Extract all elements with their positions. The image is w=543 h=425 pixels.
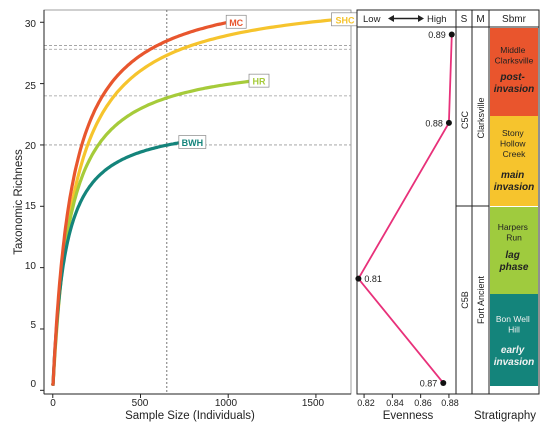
stratigraphy-panel: S M Sbmr C5C C5B Clarksville Fort Ancien… bbox=[455, 9, 540, 422]
rarefaction-y-axis: 0 5 10 15 20 25 30 bbox=[25, 10, 45, 394]
unit-stony-hollow-creek: Stony Hollow Creek main invasion bbox=[490, 116, 538, 206]
member-fort-ancient-label: Fort Ancient bbox=[476, 275, 486, 324]
svg-text:Middle Clarksville: Middle Clarksville bbox=[495, 45, 534, 66]
evenness-tick-0.84: 0.84 bbox=[386, 398, 404, 408]
evenness-x-axis: 0.82 0.84 0.86 0.88 bbox=[357, 398, 459, 408]
unit-label-line: Creek bbox=[503, 149, 526, 159]
evenness-x-axis-label: Evenness bbox=[383, 410, 434, 422]
sequence-c5b-label: C5B bbox=[460, 291, 470, 309]
unit-harpers-run: Harpers Run lag phase bbox=[490, 207, 538, 294]
evenness-line bbox=[357, 34, 453, 384]
y-tick-label-5: 5 bbox=[30, 320, 36, 331]
unit-label-line: Hill bbox=[508, 325, 520, 335]
x-tick-label-1500: 1500 bbox=[302, 398, 325, 409]
svg-text:SHC: SHC bbox=[335, 15, 355, 25]
unit-phase-line: post- bbox=[499, 72, 525, 83]
svg-text:main invasion: main invasion bbox=[494, 170, 535, 193]
svg-text:post- invasion: post- invasion bbox=[494, 72, 535, 95]
unit-phase-line: main bbox=[501, 170, 524, 181]
stratigraphy-x-axis-label: Stratigraphy bbox=[474, 410, 536, 422]
column-header-sbmr: Sbmr bbox=[502, 14, 527, 25]
evenness-tick-0.82: 0.82 bbox=[357, 398, 375, 408]
unit-phase-line: lag bbox=[505, 250, 519, 261]
svg-text:MC: MC bbox=[229, 18, 243, 28]
series-label-hr: HR bbox=[248, 73, 270, 88]
rarefaction-x-axis: 0 500 1000 1500 bbox=[44, 393, 351, 409]
evenness-panel: Low High 0.89 0.88 0.81 0.87 0.82 0.84 0.86… bbox=[355, 9, 459, 422]
svg-text:lag phase: lag phase bbox=[499, 250, 529, 273]
svg-text:HR: HR bbox=[253, 77, 266, 87]
series-label-shc: SHC bbox=[331, 12, 359, 27]
svg-text:Bon Well Hill: Bon Well Hill bbox=[496, 314, 532, 335]
curve-mc bbox=[51, 20, 230, 386]
evenness-point-label: 0.87 bbox=[420, 378, 438, 388]
svg-text:BWH: BWH bbox=[182, 138, 204, 148]
sequence-c5c-label: C5C bbox=[460, 111, 470, 130]
x-tick-label-500: 500 bbox=[132, 398, 149, 409]
evenness-header-high: High bbox=[427, 14, 447, 25]
x-tick-label-1000: 1000 bbox=[215, 398, 238, 409]
unit-label-line: Middle bbox=[500, 45, 525, 55]
unit-label-line: Hollow bbox=[500, 139, 526, 149]
evenness-point-label: 0.88 bbox=[425, 118, 443, 128]
evenness-tick-0.88: 0.88 bbox=[441, 398, 459, 408]
member-clarksville-label: Clarksville bbox=[476, 97, 486, 138]
evenness-point bbox=[355, 275, 362, 282]
y-tick-label-0: 0 bbox=[30, 379, 36, 390]
double-arrow-icon bbox=[388, 15, 424, 22]
rarefaction-reference-lines bbox=[44, 10, 351, 394]
unit-phase-line: invasion bbox=[494, 84, 535, 95]
column-header-m: M bbox=[476, 14, 484, 25]
rarefaction-curves: SHC HR BWH MC bbox=[51, 12, 359, 386]
y-tick-label-10: 10 bbox=[25, 261, 37, 272]
evenness-point bbox=[440, 379, 447, 386]
x-tick-label-0: 0 bbox=[50, 398, 56, 409]
evenness-tick-0.86: 0.86 bbox=[414, 398, 432, 408]
svg-text:Harpers Run: Harpers Run bbox=[498, 222, 531, 243]
series-label-mc: MC bbox=[225, 14, 247, 29]
y-tick-label-15: 15 bbox=[25, 201, 37, 212]
svg-text:Stony Hollow C: Stony Hollow Creek bbox=[500, 128, 528, 159]
unit-label-line: Clarksville bbox=[495, 56, 534, 66]
y-tick-label-30: 30 bbox=[25, 19, 37, 30]
unit-phase-line: invasion bbox=[494, 357, 535, 368]
evenness-point-label: 0.89 bbox=[428, 30, 446, 40]
unit-label-line: Run bbox=[506, 233, 522, 243]
unit-label-line: Harpers bbox=[498, 222, 528, 232]
unit-label-line: Bon Well bbox=[496, 314, 530, 324]
unit-phase-line: early bbox=[501, 345, 525, 356]
rarefaction-y-axis-label: Taxonomic Richness bbox=[13, 149, 25, 255]
svg-text:early invasion: early invasion bbox=[494, 345, 535, 368]
unit-phase-line: phase bbox=[499, 262, 529, 273]
series-label-bwh: BWH bbox=[178, 135, 207, 149]
unit-bon-well-hill: Bon Well Hill early invasion bbox=[490, 294, 538, 386]
rarefaction-x-axis-label: Sample Size (Individuals) bbox=[125, 410, 255, 422]
unit-middle-clarksville: Middle Clarksville post- invasion bbox=[490, 28, 538, 116]
evenness-header-low: Low bbox=[363, 14, 381, 25]
unit-phase-line: invasion bbox=[494, 182, 535, 193]
evenness-point-label: 0.81 bbox=[364, 274, 382, 284]
y-tick-label-25: 25 bbox=[25, 81, 37, 92]
unit-label-line: Stony bbox=[502, 128, 524, 138]
evenness-series: 0.89 0.88 0.81 0.87 bbox=[355, 30, 455, 398]
rarefaction-plot-frame bbox=[43, 9, 352, 395]
evenness-point bbox=[448, 31, 455, 38]
column-header-s: S bbox=[461, 14, 468, 25]
evenness-point bbox=[445, 119, 452, 126]
y-tick-label-20: 20 bbox=[25, 141, 37, 152]
